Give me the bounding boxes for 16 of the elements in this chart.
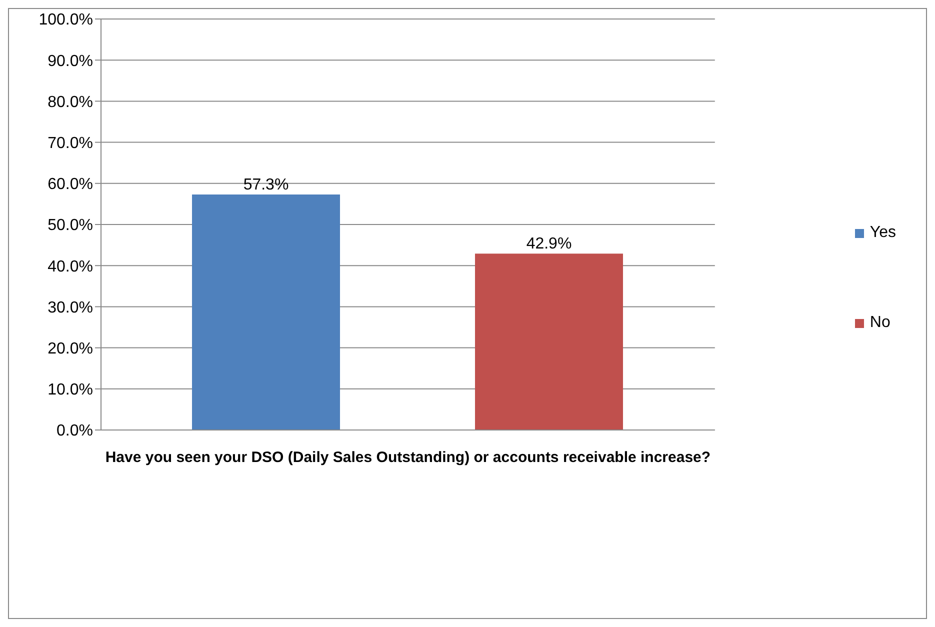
y-tick-label: 10.0% (48, 382, 93, 399)
data-label: 57.3% (243, 176, 289, 194)
y-tick-label: 90.0% (48, 52, 93, 70)
y-tick-label: 20.0% (48, 340, 93, 358)
y-tick-label: 30.0% (48, 299, 93, 316)
data-label: 42.9% (526, 236, 572, 253)
y-tick-label: 0.0% (56, 422, 93, 440)
y-tick-label: 40.0% (48, 258, 93, 276)
y-tick-label: 50.0% (48, 217, 93, 234)
y-tick-label: 70.0% (48, 134, 93, 152)
y-tick-label: 60.0% (48, 176, 93, 194)
legend-label: No (868, 314, 892, 332)
x-axis-title: Have you seen your DSO (Daily Sales Outstanding) or accounts receivable increase? (105, 449, 711, 466)
legend-label: Yes (868, 224, 896, 242)
y-tick-label: 80.0% (48, 94, 93, 111)
y-tick-label: 100.0% (38, 12, 93, 29)
